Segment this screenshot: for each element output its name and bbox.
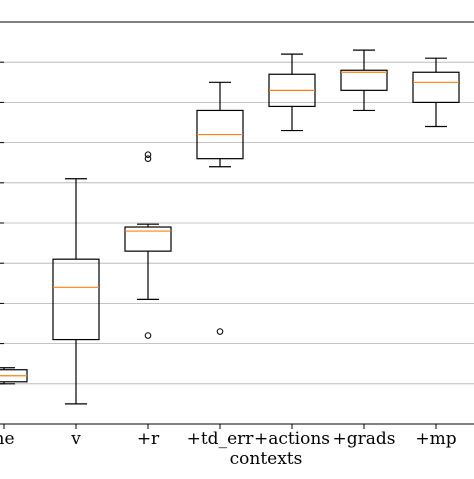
box-ne <box>0 367 28 385</box>
outlier-point <box>144 332 152 339</box>
outlier-point <box>144 151 152 158</box>
x-tick-label-+td_err: +td_err <box>187 429 255 449</box>
grid-lines <box>0 61 474 385</box>
x-tick-label-+actions: +actions <box>254 429 330 449</box>
boxes <box>0 49 460 405</box>
iqr-box <box>124 226 172 252</box>
x-tick-label-ne: ne <box>0 429 15 449</box>
box-v <box>52 178 100 405</box>
x-tick-label-+grads: +grads <box>333 429 396 449</box>
box-+mp <box>412 57 460 128</box>
outlier-point <box>144 155 152 162</box>
box-+actions <box>268 53 316 132</box>
x-tick-label-v: v <box>70 429 81 449</box>
x-tick-label-+r: +r <box>137 429 160 449</box>
box-+grads <box>340 49 388 112</box>
x-axis-title: contexts <box>230 449 303 469</box>
x-tick-labels: ne v +r +td_err+actions+grads +mp <box>0 424 457 449</box>
iqr-box <box>52 258 100 341</box>
box-+td_err <box>196 81 244 335</box>
iqr-box <box>412 71 460 103</box>
iqr-box <box>340 69 388 91</box>
box-+r <box>124 151 172 339</box>
outlier-point <box>216 328 224 335</box>
x-tick-label-+mp: +mp <box>415 429 456 449</box>
